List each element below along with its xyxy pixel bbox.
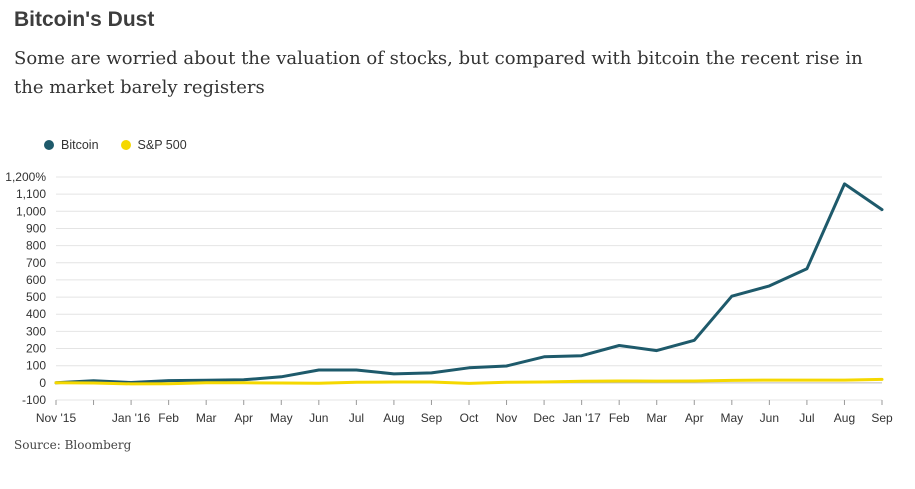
legend-dot-bitcoin <box>44 140 54 150</box>
y-tick-label: 400 <box>26 307 46 321</box>
x-tick-label: Feb <box>609 411 630 425</box>
x-tick-label: May <box>270 411 293 425</box>
x-tick-label: Oct <box>460 411 479 425</box>
x-tick-label: Aug <box>834 411 855 425</box>
y-tick-label: 200 <box>26 342 46 356</box>
legend-label-sp500: S&P 500 <box>137 138 187 152</box>
legend-dot-sp500 <box>120 140 131 150</box>
x-tick-label: Jan '16 <box>112 411 151 425</box>
x-tick-label: Jun <box>760 411 779 425</box>
series-line-s-p-500 <box>54 377 884 386</box>
legend-item-bitcoin: Bitcoin <box>44 138 99 152</box>
y-tick-label: 800 <box>26 239 46 253</box>
y-tick-label: 0 <box>39 376 46 390</box>
x-tick-label: Nov '15 <box>36 411 77 425</box>
chart-subtitle: Some are worried about the valuation of … <box>14 48 863 98</box>
y-tick-label: 100 <box>26 359 46 373</box>
series-line-bitcoin <box>54 182 884 385</box>
x-tick-label: Apr <box>234 411 253 425</box>
x-tick-label: Feb <box>158 411 179 425</box>
y-tick-label: 700 <box>26 256 46 270</box>
y-tick-label: 600 <box>26 273 46 287</box>
y-tick-label: 1,200% <box>5 170 46 184</box>
y-tick-label: 1,000 <box>16 204 46 218</box>
legend-item-sp500: S&P 500 <box>120 138 187 152</box>
x-tick-label: Sep <box>871 411 893 425</box>
x-tick-label: Jun <box>309 411 328 425</box>
source-note: Source: Bloomberg <box>14 438 132 452</box>
y-tick-label: 900 <box>26 221 46 235</box>
x-tick-label: Mar <box>646 411 667 425</box>
legend-label-bitcoin: Bitcoin <box>61 138 99 152</box>
x-tick-label: Nov <box>496 411 517 425</box>
x-tick-label: Apr <box>685 411 704 425</box>
y-tick-label: -100 <box>22 393 46 407</box>
x-tick-label: Sep <box>421 411 443 425</box>
line-chart: -100 0 100 200 300 400 500 600 700 800 900 1,000 1,1… <box>5 170 893 425</box>
x-tick-label: Dec <box>533 411 554 425</box>
x-tick-label: Jan '17 <box>562 411 601 425</box>
x-tick-label: Mar <box>196 411 217 425</box>
x-tick-label: Jul <box>349 411 364 425</box>
legend: Bitcoin S&P 500 <box>44 138 187 152</box>
y-tick-label: 300 <box>26 324 46 338</box>
x-tick-label: May <box>720 411 743 425</box>
x-tick-label: Aug <box>383 411 404 425</box>
chart-title: Bitcoin's Dust <box>14 8 155 31</box>
y-tick-label: 1,100 <box>16 187 46 201</box>
x-tick-label: Jul <box>799 411 814 425</box>
y-tick-label: 500 <box>26 290 46 304</box>
